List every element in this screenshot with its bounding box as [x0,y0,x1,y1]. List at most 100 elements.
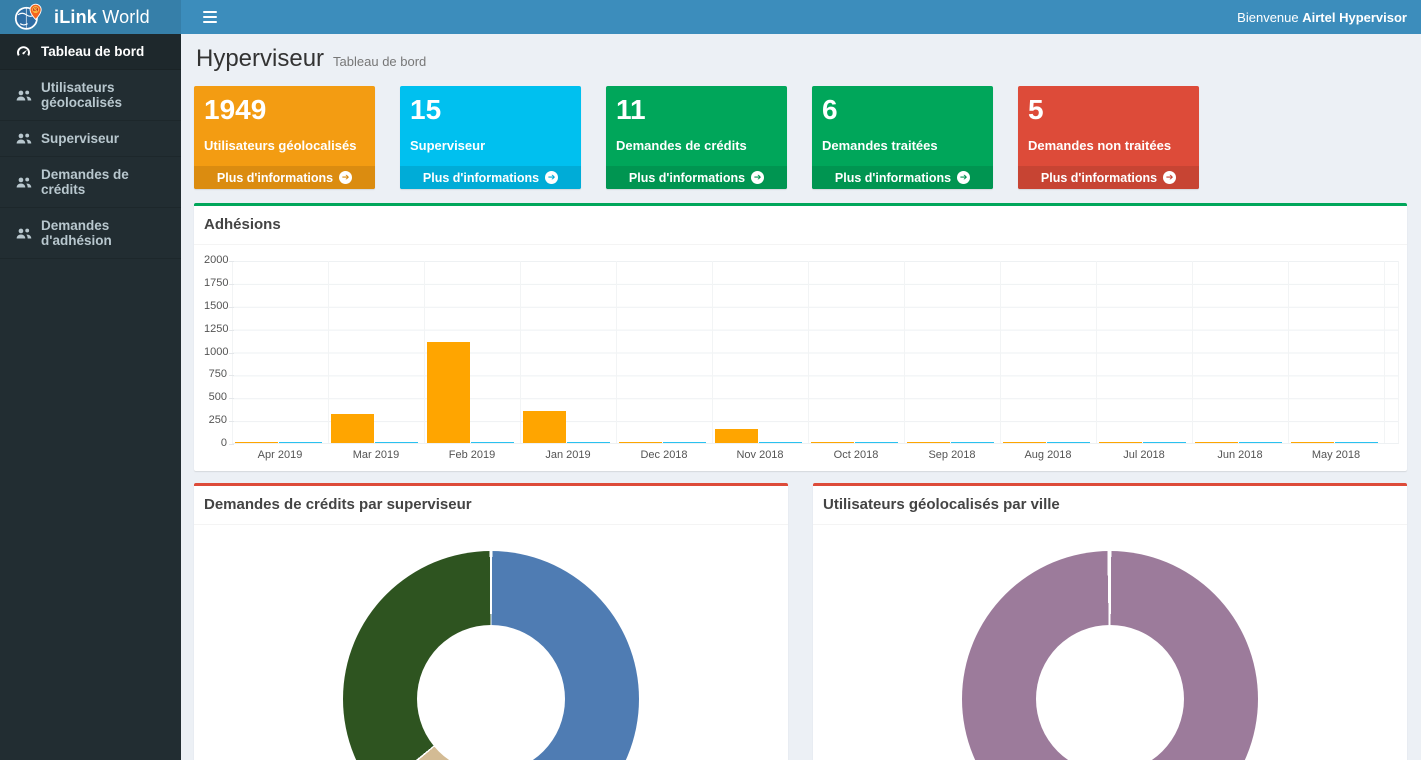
stat-card-inner: 5 Demandes non traitées [1018,86,1199,160]
x-axis-label: May 2018 [1311,449,1361,461]
credits-donut-panel: Demandes de crédits par superviseur [194,483,788,760]
x-axis-label: Mar 2019 [352,449,400,461]
bar-cyan-nov-2018 [759,441,802,443]
stat-card-value: 11 [616,94,646,125]
bar-orange-feb-2019 [427,342,470,443]
x-axis-label: Nov 2018 [736,449,784,461]
credits-donut-header: Demandes de crédits par superviseur [194,486,788,525]
adhesions-panel: Adhésions Apr 2019 Mar 2019 Feb 2019 Jan 20… [194,203,1407,471]
stat-card-label: Utilisateurs géolocalisés [204,138,357,153]
credits-donut-title: Demandes de crédits par superviseur [204,496,472,513]
arrow-circle-right-icon: ➔ [545,171,559,184]
bar-cyan-dec-2018 [663,441,706,443]
stat-card-label: Demandes non traitées [1028,138,1172,153]
stat-card-label: Superviseur [410,138,486,153]
stat-card-more-link[interactable]: Plus d'informations ➔ [1018,166,1199,189]
adhesions-chart-body: Apr 2019 Mar 2019 Feb 2019 Jan 2019 Dec 2018… [194,245,1407,471]
stat-card-inner: 1949 Utilisateurs géolocalisés [194,86,375,160]
bar-cyan-jun-2018 [1239,441,1282,443]
bar-orange-jun-2018 [1195,441,1238,443]
y-axis-tick-label: 500 [204,391,234,403]
top-navbar: $ iLink World Bienvenue Airtel Hyperviso… [0,0,1421,34]
bar-orange-nov-2018 [715,429,758,443]
adhesions-bar-chart: Apr 2019 Mar 2019 Feb 2019 Jan 2019 Dec 2018… [204,254,1399,461]
stat-card-inner: 11 Demandes de crédits [606,86,787,160]
bar-cyan-aug-2018 [1047,441,1090,443]
page-title: Hyperviseur Tableau de bord [196,45,427,72]
bar-cyan-mar-2019 [375,441,418,443]
stat-card-more-link[interactable]: Plus d'informations ➔ [812,166,993,189]
arrow-circle-right-icon: ➔ [751,171,765,184]
y-axis-tick-label: 0 [204,437,234,449]
stat-card-inner: 6 Demandes traitées [812,86,993,160]
y-axis-tick-label: 1750 [204,276,234,289]
y-axis-tick-label: 750 [204,368,234,380]
sidebar-item-superviseur[interactable]: Superviseur [0,121,181,157]
stat-cards-row: 1949 Utilisateurs géolocalisés Plus d'info… [194,86,1407,189]
villes-donut-body [813,525,1407,760]
y-axis-tick-label: 1250 [204,322,234,335]
sidebar-item-utilisateurs-geolocalises[interactable]: Utilisateurs géolocalisés [0,70,181,121]
stat-card-more-link[interactable]: Plus d'informations ➔ [606,166,787,189]
credits-donut-hole [417,625,565,760]
x-axis-label: Dec 2018 [640,449,688,461]
brand-title: iLink World [54,6,150,27]
users-icon [15,132,32,145]
bar-orange-may-2018 [1291,441,1334,443]
arrow-circle-right-icon: ➔ [957,171,971,184]
bar-orange-dec-2018 [619,441,662,443]
y-axis-tick-label: 1500 [204,299,234,312]
sidebar-item-label: Demandes d'adhésion [41,218,112,248]
page-subtitle: Tableau de bord [333,54,427,69]
villes-donut-panel: Utilisateurs géolocalisés par ville [813,483,1407,760]
sidebar-item-demandes-de-credits[interactable]: Demandes de crédits [0,157,181,208]
stat-card-superviseur: 15 Superviseur Plus d'informations ➔ [400,86,581,189]
main-content: Hyperviseur Tableau de bord 1949 Utilisate… [181,34,1421,760]
bar-orange-aug-2018 [1003,441,1046,443]
stat-card-value: 5 [1028,94,1044,125]
bar-orange-oct-2018 [811,441,854,443]
content-header: Hyperviseur Tableau de bord [194,34,1407,86]
bar-orange-mar-2019 [331,413,374,443]
navbar-main: Bienvenue Airtel Hypervisor [181,0,1421,34]
stat-card-inner: 15 Superviseur [400,86,581,160]
bar-cyan-may-2018 [1335,441,1378,443]
sidebar: Tableau de bord Utilisateurs géolocalisés… [0,34,181,760]
welcome-text: Bienvenue Airtel Hypervisor [1237,9,1407,25]
villes-donut-title: Utilisateurs géolocalisés par ville [823,496,1060,513]
villes-donut-hole [1036,625,1184,760]
arrow-circle-right-icon: ➔ [1163,171,1177,184]
sidebar-item-demandes-d-adhesion[interactable]: Demandes d'adhésion [0,208,181,259]
brand-logo[interactable]: $ iLink World [0,0,181,34]
adhesions-panel-title: Adhésions [204,216,281,233]
x-axis-label: Jun 2018 [1217,449,1263,461]
y-axis-tick-label: 250 [204,414,234,426]
sidebar-item-label: Utilisateurs géolocalisés [41,80,123,110]
villes-donut-header: Utilisateurs géolocalisés par ville [813,486,1407,525]
stat-card-value: 1949 [204,94,267,125]
x-axis-label: Feb 2019 [448,449,496,461]
bar-cyan-feb-2019 [471,441,514,443]
svg-text:$: $ [34,7,38,14]
dashboard-icon [15,45,32,58]
stat-card-value: 15 [410,94,442,125]
stat-card-demandes-traitees: 6 Demandes traitées Plus d'informations ➔ [812,86,993,189]
sidebar-toggle-button[interactable] [195,0,225,34]
stat-card-more-link[interactable]: Plus d'informations ➔ [194,166,375,189]
stat-card-value: 6 [822,94,838,125]
arrow-circle-right-icon: ➔ [339,171,353,184]
bar-orange-jan-2019 [523,411,566,443]
x-axis-label: Jul 2018 [1123,449,1165,461]
stat-card-more-link[interactable]: Plus d'informations ➔ [400,166,581,189]
stat-card-label: Demandes de crédits [616,138,747,153]
x-axis-label: Jan 2019 [545,449,591,461]
sidebar-item-label: Superviseur [41,131,120,146]
y-axis-tick-label: 1000 [204,345,234,358]
bar-orange-sep-2018 [907,441,950,443]
users-icon [15,176,32,189]
y-axis-tick-label: 2000 [204,254,234,266]
sidebar-item-label: Demandes de crédits [41,167,129,197]
x-axis-label: Oct 2018 [833,449,879,461]
sidebar-item-tableau-de-bord[interactable]: Tableau de bord [0,34,181,70]
